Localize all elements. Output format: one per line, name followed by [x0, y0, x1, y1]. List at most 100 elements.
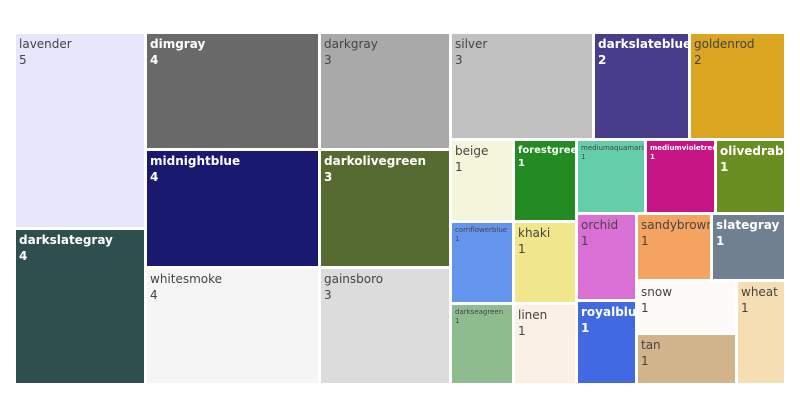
tile-name: darkslateblue: [598, 37, 688, 51]
tile-name: goldenrod: [694, 37, 755, 51]
tile-name: dimgray: [150, 37, 206, 51]
treemap-tile-goldenrod[interactable]: goldenrod 2: [691, 34, 784, 138]
tile-value: 1: [720, 159, 729, 174]
tile-label: midnightblue 4: [150, 154, 240, 185]
tile-name: sandybrown: [641, 218, 710, 232]
treemap-tile-linen[interactable]: linen 1: [515, 305, 575, 383]
tile-name: khaki: [518, 226, 551, 240]
treemap-tile-whitesmoke[interactable]: whitesmoke 4: [147, 269, 318, 383]
treemap-tile-beige[interactable]: beige 1: [452, 141, 512, 220]
treemap-tile-mediumvioletred[interactable]: mediumvioletred 1: [647, 141, 714, 212]
treemap-tile-khaki[interactable]: khaki 1: [515, 223, 575, 302]
tile-value: 4: [150, 169, 159, 184]
tile-label: wheat 1: [741, 285, 778, 316]
treemap-tile-olivedrab[interactable]: olivedrab 1: [717, 141, 784, 212]
tile-name: beige: [455, 144, 489, 158]
tile-label: darkslateblue 2: [598, 37, 688, 68]
treemap-tile-darkslateblue[interactable]: darkslateblue 2: [595, 34, 688, 138]
tile-name: gainsboro: [324, 272, 384, 286]
tile-label: royalblue1: [581, 305, 635, 336]
tile-name: linen: [518, 308, 548, 322]
treemap-tile-sandybrown[interactable]: sandybrown 1: [638, 215, 710, 279]
treemap-tile-darkolivegreen[interactable]: darkolivegreen 3: [321, 151, 449, 266]
tile-name: mediumaquamarine: [581, 144, 644, 152]
tile-value: 1: [641, 300, 649, 315]
treemap-tile-darkslategray[interactable]: darkslategray 4: [16, 230, 144, 383]
tile-value: 2: [598, 52, 607, 67]
tile-name: midnightblue: [150, 154, 241, 168]
tile-name: darkgray: [324, 37, 378, 51]
tile-name: wheat: [741, 285, 778, 299]
tile-name: olivedrab: [720, 144, 784, 158]
tile-name: lavender: [19, 37, 72, 51]
treemap-tile-wheat[interactable]: wheat 1: [738, 282, 784, 383]
treemap-tile-cornflowerblue[interactable]: cornflowerblue 1: [452, 223, 512, 302]
tile-value: 5: [19, 52, 27, 67]
tile-label: darkslategray 4: [19, 233, 113, 264]
tile-name: darkslategray: [19, 233, 113, 247]
tile-label: forestgreen 1: [518, 144, 575, 170]
tile-name: forestgreen: [518, 145, 575, 156]
tile-label: darkgray 3: [324, 37, 378, 68]
tile-label: sandybrown 1: [641, 218, 710, 249]
tile-label: tan 1: [641, 338, 661, 369]
tile-value: 1: [650, 153, 655, 162]
tile-label: gainsboro 3: [324, 272, 383, 303]
tile-label: orchid 1: [581, 218, 618, 249]
treemap-tile-slategray[interactable]: slategray 1: [713, 215, 784, 279]
treemap-tile-royalblue[interactable]: royalblue1: [578, 302, 635, 383]
tile-name: royalblue: [581, 305, 635, 319]
tile-value: 1: [581, 233, 589, 248]
tile-value: 3: [324, 52, 332, 67]
treemap-tile-snow[interactable]: snow 1: [638, 282, 735, 332]
tile-value: 1: [455, 235, 460, 244]
treemap-tile-gainsboro[interactable]: gainsboro 3: [321, 269, 449, 383]
treemap-tile-darkseagreen[interactable]: darkseagreen 1: [452, 305, 512, 383]
tile-value: 4: [19, 248, 28, 263]
treemap-tile-midnightblue[interactable]: midnightblue 4: [147, 151, 318, 266]
tile-value: 4: [150, 52, 159, 67]
tile-value: 1: [741, 300, 749, 315]
tile-value: 4: [150, 287, 158, 302]
tile-label: mediumvioletred 1: [650, 144, 714, 162]
tile-value: 1: [455, 159, 463, 174]
tile-value: 2: [694, 52, 702, 67]
tile-label: silver 3: [455, 37, 487, 68]
treemap-tile-darkgray[interactable]: darkgray 3: [321, 34, 449, 148]
tile-name: silver: [455, 37, 488, 51]
tile-value: 1: [455, 317, 460, 326]
tile-value: 1: [716, 233, 725, 248]
treemap-tile-orchid[interactable]: orchid 1: [578, 215, 635, 299]
tile-label: linen 1: [518, 308, 547, 339]
treemap-tile-mediumaquamarine[interactable]: mediumaquamarine1: [578, 141, 644, 212]
tile-label: beige 1: [455, 144, 488, 175]
tile-value: 1: [518, 158, 525, 169]
treemap-tile-dimgray[interactable]: dimgray 4: [147, 34, 318, 148]
treemap-tile-forestgreen[interactable]: forestgreen 1: [515, 141, 575, 220]
treemap-tile-lavender[interactable]: lavender 5: [16, 34, 144, 227]
tile-label: khaki 1: [518, 226, 550, 257]
tile-value: 1: [641, 233, 649, 248]
tile-label: lavender 5: [19, 37, 72, 68]
treemap-tile-tan[interactable]: tan 1: [638, 335, 735, 383]
tile-name: orchid: [581, 218, 619, 232]
tile-value: 1: [581, 153, 586, 162]
tile-label: olivedrab 1: [720, 144, 784, 175]
tile-value: 3: [455, 52, 463, 67]
tile-name: darkolivegreen: [324, 154, 427, 168]
tile-value: 1: [641, 353, 649, 368]
tile-label: snow 1: [641, 285, 672, 316]
tile-label: goldenrod 2: [694, 37, 755, 68]
tile-name: darkseagreen: [455, 308, 504, 316]
tile-value: 3: [324, 169, 333, 184]
tile-name: mediumvioletred: [650, 144, 714, 152]
tile-value: 1: [581, 320, 590, 335]
tile-label: darkolivegreen 3: [324, 154, 426, 185]
tile-name: tan: [641, 338, 661, 352]
tile-name: cornflowerblue: [455, 226, 508, 234]
tile-label: darkseagreen 1: [455, 308, 503, 326]
tile-name: slategray: [716, 218, 780, 232]
tile-value: 3: [324, 287, 332, 302]
treemap-tile-silver[interactable]: silver 3: [452, 34, 592, 138]
